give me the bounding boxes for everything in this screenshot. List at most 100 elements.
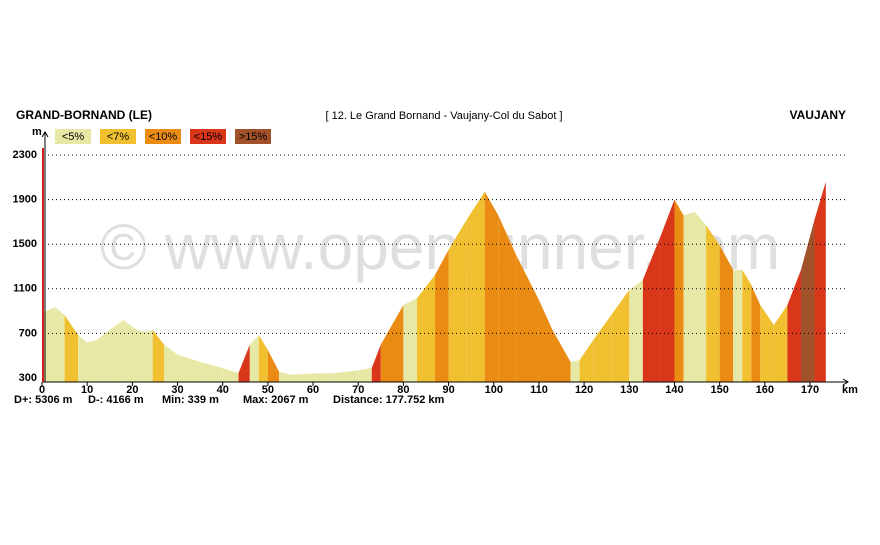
legend-label: >15% <box>239 131 268 143</box>
profile-segment <box>660 199 675 382</box>
profile-segment <box>706 225 720 382</box>
profile-segment <box>96 330 110 382</box>
profile-segment <box>279 371 291 382</box>
profile-segment <box>579 340 594 382</box>
profile-segment <box>403 298 417 382</box>
y-tick-label: 1100 <box>13 283 37 295</box>
profile-segment <box>742 269 752 382</box>
x-tick-label: 50 <box>262 384 274 396</box>
legend-label: <15% <box>194 131 223 143</box>
profile-segment <box>371 344 381 382</box>
profile-segment <box>435 249 449 382</box>
y-tick-label: 300 <box>19 372 37 384</box>
profile-segment <box>123 320 137 382</box>
profile-segment <box>498 215 517 382</box>
profile-segment <box>267 350 280 382</box>
profile-segment <box>538 299 553 382</box>
profile-segment <box>719 245 734 382</box>
legend-swatch <box>55 129 91 144</box>
legend-label: <5% <box>62 131 85 143</box>
stat: D+: 5306 m <box>14 394 73 406</box>
x-tick-label: 40 <box>217 384 229 396</box>
y-tick-label: 1500 <box>13 238 37 250</box>
profile-segment <box>222 367 239 382</box>
profile-segment <box>787 269 801 382</box>
x-arrow <box>842 378 849 386</box>
legend-label: <7% <box>107 131 130 143</box>
legend-swatch <box>190 129 226 144</box>
x-tick-label: 70 <box>352 384 364 396</box>
profile-segment <box>751 284 761 382</box>
x-tick-label: 150 <box>710 384 728 396</box>
legend-swatch <box>100 129 136 144</box>
profile-segment <box>145 330 153 382</box>
x-tick-label: 80 <box>397 384 409 396</box>
y-tick-label: 700 <box>19 327 37 339</box>
profile-segment <box>694 211 707 382</box>
legend-swatch <box>235 129 271 144</box>
x-axis-label: km <box>842 384 858 396</box>
profile-segment <box>814 181 826 382</box>
profile-segment <box>683 211 695 382</box>
profile-segment <box>674 199 684 382</box>
profile-segment <box>629 279 643 382</box>
profile-segment <box>516 255 539 382</box>
x-tick-label: 110 <box>530 384 548 396</box>
profile-segment <box>290 373 314 382</box>
profile-segment <box>109 320 124 382</box>
x-tick-label: 120 <box>575 384 593 396</box>
x-tick-label: 10 <box>81 384 93 396</box>
profile-segment <box>64 315 79 382</box>
profile-segment <box>163 344 178 382</box>
x-tick-label: 0 <box>39 384 45 396</box>
profile-segment <box>733 269 743 382</box>
profile-segment <box>152 330 164 382</box>
stat: Min: 339 m <box>162 394 219 406</box>
stat: Max: 2067 m <box>243 394 309 406</box>
x-tick-label: 170 <box>801 384 819 396</box>
legend-swatch <box>145 129 181 144</box>
profile-segment <box>177 354 201 382</box>
profile-segment <box>773 304 788 382</box>
x-tick-label: 60 <box>307 384 319 396</box>
profile-segment <box>313 372 336 382</box>
x-tick-label: 30 <box>171 384 183 396</box>
profile-segment <box>258 335 268 382</box>
profile-segment <box>200 361 223 382</box>
profile-segment <box>416 274 436 382</box>
y-tick-label: 1900 <box>13 194 37 206</box>
profile-segment <box>593 315 612 382</box>
profile-segment <box>570 360 580 382</box>
profile-segment <box>448 219 467 382</box>
chart-title: [ 12. Le Grand Bornand - Vaujany-Col du … <box>325 110 562 122</box>
profile-segment <box>466 191 485 382</box>
profile-segment <box>484 191 499 382</box>
profile-segment <box>611 289 630 382</box>
profile-segment <box>335 370 359 382</box>
profile-segment <box>380 304 404 382</box>
profile-segment <box>358 367 372 382</box>
profile-segment <box>238 344 250 382</box>
profile-segment <box>55 306 65 382</box>
x-tick-label: 130 <box>620 384 638 396</box>
legend-label: <10% <box>149 131 178 143</box>
x-tick-label: 90 <box>442 384 454 396</box>
x-tick-label: 140 <box>665 384 683 396</box>
profile-segment <box>136 330 146 382</box>
y-axis-label: m <box>32 126 42 138</box>
y-tick-label: 2300 <box>13 149 37 161</box>
x-tick-label: 20 <box>126 384 138 396</box>
profile-segment <box>249 335 259 382</box>
profile-segment <box>760 304 774 382</box>
x-tick-label: 160 <box>756 384 774 396</box>
profile-segment <box>78 335 88 382</box>
x-tick-label: 100 <box>485 384 503 396</box>
y-arrow <box>41 131 49 138</box>
profile-segment <box>87 340 97 382</box>
stat: Distance: 177.752 km <box>333 394 445 406</box>
profile-segment <box>642 235 661 382</box>
end-name: VAUJANY <box>790 108 846 122</box>
profile-segment <box>552 330 571 382</box>
start-name: GRAND-BORNAND (LE) <box>16 108 152 122</box>
